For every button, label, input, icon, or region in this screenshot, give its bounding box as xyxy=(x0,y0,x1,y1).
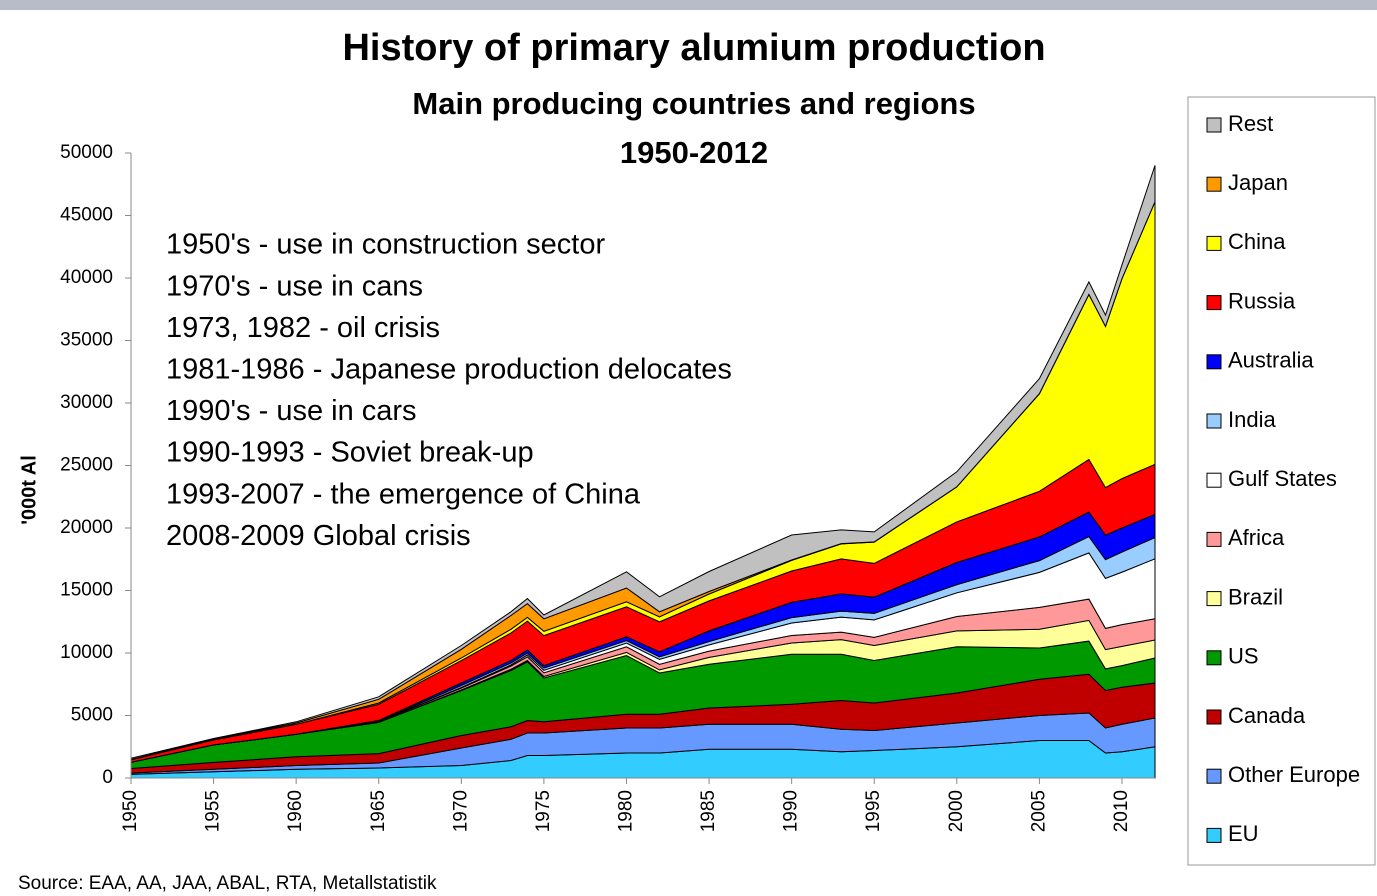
legend-swatch xyxy=(1206,591,1222,607)
legend-swatch xyxy=(1206,709,1222,725)
x-tick-label: 1950 xyxy=(120,790,141,832)
annotation: 1973, 1982 - oil crisis xyxy=(166,312,440,344)
x-tick-label: 1985 xyxy=(698,790,719,832)
source: Source: EAA, AA, JAA, ABAL, RTA, Metalls… xyxy=(18,873,437,894)
chart-subtitle: 1950-2012 xyxy=(620,135,768,170)
annotation: 1990's - use in cars xyxy=(166,395,417,427)
y-tick-label: 20000 xyxy=(60,517,113,538)
legend-label: Other Europe xyxy=(1228,762,1360,787)
legend-swatch xyxy=(1206,650,1222,666)
legend-swatch xyxy=(1206,295,1222,311)
y-tick-label: 5000 xyxy=(71,705,113,726)
annotation: 1981-1986 - Japanese production delocate… xyxy=(166,353,732,385)
y-tick-label: 25000 xyxy=(60,455,113,476)
legend-label: Australia xyxy=(1228,348,1314,373)
legend-label: Russia xyxy=(1228,288,1296,313)
x-tick-label: 1965 xyxy=(368,790,389,832)
x-tick-label: 1995 xyxy=(863,790,884,832)
top-band xyxy=(0,0,1377,10)
y-tick-label: 10000 xyxy=(60,642,113,663)
annotation: 2008-2009 Global crisis xyxy=(166,520,471,552)
legend-swatch xyxy=(1206,827,1222,843)
x-tick-label: 1975 xyxy=(533,790,554,832)
y-axis-label: '000t Al xyxy=(18,455,40,525)
legend-swatch xyxy=(1206,413,1222,429)
legend-label: US xyxy=(1228,644,1259,669)
x-tick-label: 1955 xyxy=(203,790,224,832)
x-tick-label: 2005 xyxy=(1028,790,1049,832)
legend-swatch xyxy=(1206,176,1222,192)
y-tick-label: 30000 xyxy=(60,392,113,413)
legend-label: Gulf States xyxy=(1228,466,1337,491)
legend-label: India xyxy=(1228,407,1276,432)
y-tick-label: 40000 xyxy=(60,267,113,288)
legend-swatch xyxy=(1206,472,1222,488)
chart-subtitle: Main producing countries and regions xyxy=(412,86,975,121)
y-tick-label: 45000 xyxy=(60,205,113,226)
x-tick-label: 2000 xyxy=(946,790,967,832)
x-tick-label: 1960 xyxy=(285,790,306,832)
x-tick-label: 2010 xyxy=(1111,790,1132,832)
legend-swatch xyxy=(1206,354,1222,370)
y-tick-label: 15000 xyxy=(60,580,113,601)
legend-label: Brazil xyxy=(1228,584,1283,609)
legend-label: Japan xyxy=(1228,170,1288,195)
legend-label: EU xyxy=(1228,821,1259,846)
legend-label: Canada xyxy=(1228,703,1306,728)
chart-title: History of primary alumium production xyxy=(342,27,1045,69)
y-tick-label: 0 xyxy=(102,767,113,788)
legend-label: Rest xyxy=(1228,111,1273,136)
legend-label: China xyxy=(1228,229,1286,254)
annotation: 1970's - use in cans xyxy=(166,270,423,302)
area xyxy=(130,165,1156,761)
legend-label: Africa xyxy=(1228,525,1285,550)
legend-swatch xyxy=(1206,235,1222,251)
y-tick-label: 35000 xyxy=(60,330,113,351)
annotation: 1950's - use in construction sector xyxy=(166,229,605,261)
y-tick-label: 50000 xyxy=(60,142,113,163)
legend-swatch xyxy=(1206,768,1222,784)
x-tick-label: 1980 xyxy=(615,790,636,832)
x-tick-label: 1990 xyxy=(781,790,802,832)
annotation: 1993-2007 - the emergence of China xyxy=(166,478,641,510)
annotation: 1990-1993 - Soviet break-up xyxy=(166,437,534,469)
legend-swatch xyxy=(1206,117,1222,133)
x-tick-label: 1970 xyxy=(450,790,471,832)
legend-swatch xyxy=(1206,531,1222,547)
